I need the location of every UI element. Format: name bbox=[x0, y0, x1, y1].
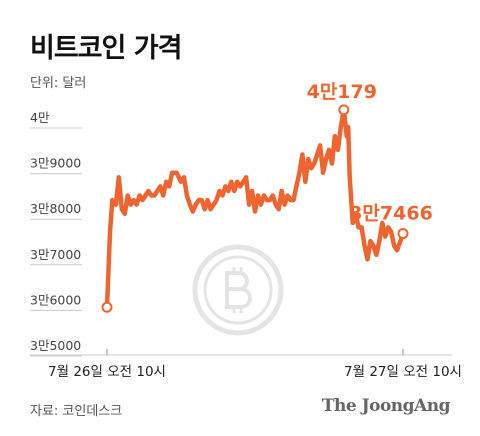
chart-title: 비트코인 가격 bbox=[30, 33, 182, 64]
bitcoin-icon-inner-ring bbox=[203, 255, 273, 325]
bitcoin-icon bbox=[192, 244, 284, 336]
current-price-label: 3만7466 bbox=[349, 203, 433, 225]
peak-point-marker bbox=[338, 104, 350, 116]
y-tick-label: 3만6000 bbox=[30, 292, 81, 307]
y-tick-label: 3만8000 bbox=[30, 201, 81, 216]
x-tick-label: 7월 26일 오전 10시 bbox=[48, 364, 166, 380]
y-tick-label: 3만7000 bbox=[30, 247, 81, 262]
bitcoin-icon-strokes bbox=[232, 267, 243, 313]
source-label: 자료: 코인데스크 bbox=[30, 404, 123, 419]
y-tick-label: 4만 bbox=[30, 110, 50, 125]
bitcoin-icon-glyph bbox=[225, 271, 252, 309]
price-series bbox=[104, 107, 406, 310]
price-line bbox=[104, 107, 406, 310]
start-point-marker bbox=[101, 301, 113, 313]
end-point-marker bbox=[397, 228, 409, 240]
unit-label: 단위: 달러 bbox=[30, 76, 87, 91]
x-tick-label: 7월 27일 오전 10시 bbox=[344, 364, 462, 380]
x-axis: 7월 26일 오전 10시 7월 27일 오전 10시 bbox=[30, 349, 462, 380]
y-axis: 4만 3만9000 3만8000 3만7000 3만6000 3만5000 bbox=[30, 110, 82, 357]
bitcoin-icon-outer-ring bbox=[192, 244, 284, 336]
brand-logo: The JoongAng bbox=[321, 396, 451, 416]
annotations: 4만179 3만7466 bbox=[101, 81, 433, 313]
y-tick-label: 3만5000 bbox=[30, 338, 81, 353]
peak-price-label: 4만179 bbox=[307, 81, 377, 103]
y-tick-label: 3만9000 bbox=[30, 156, 81, 171]
